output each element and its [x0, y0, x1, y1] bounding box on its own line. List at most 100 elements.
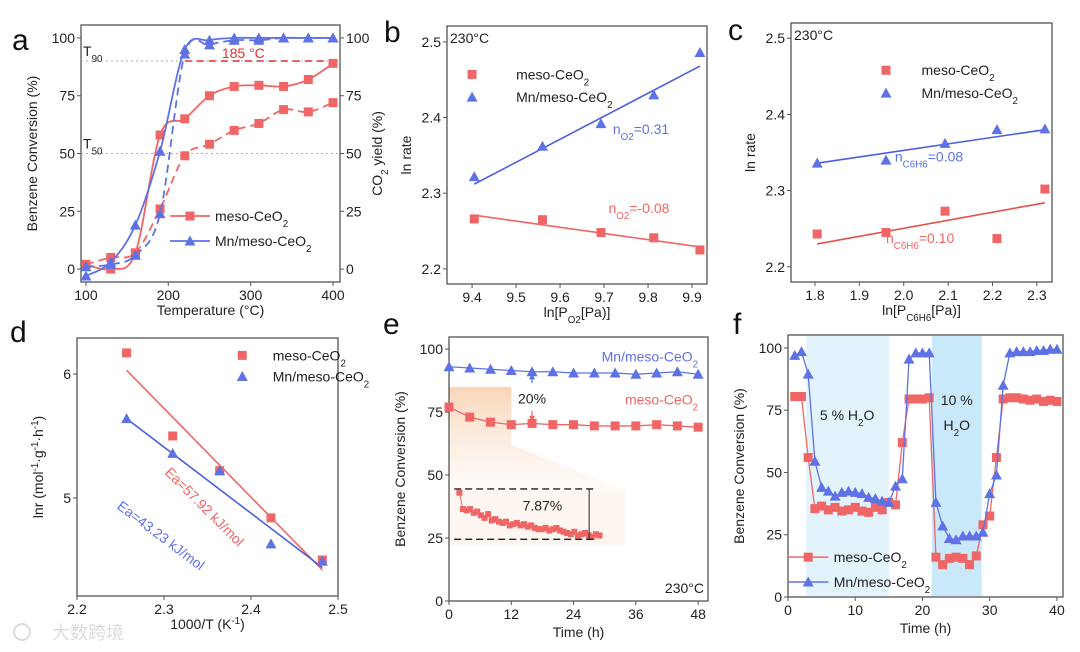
- y-tick-label: 75: [427, 404, 443, 420]
- data-point: [965, 560, 975, 570]
- data-point: [971, 551, 981, 561]
- data-point: [316, 555, 328, 566]
- y-axis-label: Benzene Conversion (%): [731, 388, 747, 544]
- series-label-meso: meso-CeO2: [625, 392, 698, 414]
- data-point: [1052, 396, 1062, 406]
- y-tick-label: 75: [59, 88, 75, 104]
- inset-point: [564, 529, 571, 536]
- data-point: [154, 145, 166, 156]
- x-tick-label: 2.2: [983, 287, 1003, 303]
- label-segment: =0.10: [919, 230, 955, 246]
- data-point: [328, 58, 338, 68]
- data-point: [652, 420, 662, 430]
- inset-point: [582, 529, 589, 536]
- data-point: [850, 502, 860, 512]
- data-point: [303, 75, 313, 85]
- inset-point: [521, 521, 528, 528]
- label-segment: n: [608, 200, 616, 216]
- plot-frame: [790, 22, 1053, 283]
- data-point: [179, 48, 191, 59]
- data-point: [930, 496, 942, 507]
- data-point: [485, 363, 497, 374]
- panel-b: b9.4 9.5 9.6 9.7 9.8 9.92.22.32.42.5ln[PO2[Pa…: [384, 16, 708, 326]
- label-segment: n: [886, 230, 894, 246]
- label-segment: O2: [616, 210, 629, 221]
- y-tick-label: 25: [427, 530, 443, 546]
- label-segment: 2: [901, 560, 906, 571]
- y2-axis-label: CO2 yield (%): [369, 111, 391, 196]
- inset-point: [474, 508, 481, 515]
- series-0: [812, 184, 1050, 245]
- panel-letter: e: [383, 308, 400, 341]
- data-point: [896, 473, 908, 484]
- data-point: [904, 394, 914, 404]
- panel-letter: d: [10, 316, 27, 349]
- label-segment: 1000/T (K: [170, 616, 232, 632]
- data-point: [810, 504, 820, 514]
- data-point: [548, 420, 558, 430]
- data-point: [903, 353, 915, 364]
- fit-line: [817, 128, 1046, 164]
- label-segment: -1: [30, 463, 41, 472]
- data-point: [809, 455, 821, 466]
- data-point: [849, 486, 861, 497]
- inset-point: [539, 526, 546, 533]
- data-point: [229, 125, 239, 135]
- series-0: [469, 214, 705, 255]
- inset-point: [506, 522, 513, 529]
- data-point: [924, 393, 934, 403]
- data-point: [154, 208, 166, 219]
- legend-marker: [881, 65, 891, 75]
- watermark: 大数跨境: [13, 623, 124, 643]
- label-segment: [Pa)]: [581, 304, 611, 320]
- x-tick-label: 2.2: [67, 601, 87, 617]
- legend-marker: [880, 87, 892, 98]
- fit-line: [126, 369, 323, 571]
- data-point: [891, 500, 901, 510]
- series-label-mn: Mn/meso-CeO2: [602, 349, 698, 371]
- reference-label: T90: [83, 43, 103, 65]
- label-segment: n: [895, 149, 903, 165]
- y-tick-label: 100: [420, 341, 444, 357]
- legend-label: meso-CeO2: [922, 62, 995, 84]
- y-tick-label: 0: [774, 589, 782, 605]
- inset-point: [589, 533, 596, 540]
- data-point: [630, 368, 642, 379]
- fit-label: nC6H6=0.08: [895, 149, 963, 171]
- fit-label: Ea=43.23 kJ/mol: [114, 498, 207, 574]
- data-point: [106, 264, 116, 274]
- data-point: [129, 219, 141, 230]
- x-tick-label: 9.7: [594, 289, 614, 305]
- data-point: [443, 361, 455, 372]
- panel-letter: f: [733, 308, 742, 341]
- data-point: [997, 379, 1009, 390]
- data-point: [830, 502, 840, 512]
- y-tick-label: 2.4: [766, 106, 786, 122]
- x-tick-label: 20: [915, 602, 931, 618]
- legend-label: meso-CeO2: [834, 549, 907, 571]
- label-segment: meso-CeO: [922, 62, 990, 78]
- label-segment: n: [613, 121, 621, 137]
- data-point: [1039, 396, 1049, 406]
- x-tick-label: 2.3: [154, 601, 174, 617]
- x-axis-label: ln[PC6H6[Pa)]: [882, 302, 961, 324]
- label-segment: C6H6: [906, 313, 932, 324]
- legend-marker: [803, 552, 813, 562]
- series-1: [443, 361, 704, 379]
- x-tick-label: 200: [157, 287, 181, 303]
- y2-tick-label: 50: [346, 146, 362, 162]
- data-point: [823, 505, 833, 515]
- y-axis-label: Benzene Conversion (%): [24, 76, 40, 232]
- inset-point: [542, 524, 549, 531]
- label-segment: 2: [283, 219, 288, 230]
- data-point: [692, 368, 704, 379]
- label-segment: 2: [693, 402, 698, 413]
- label-segment: 2: [954, 428, 959, 439]
- label-segment: O: [864, 407, 875, 423]
- data-point: [203, 39, 215, 50]
- data-point: [837, 506, 847, 516]
- data-point: [1051, 343, 1063, 354]
- label-segment: Mn/meso-CeO: [215, 233, 306, 249]
